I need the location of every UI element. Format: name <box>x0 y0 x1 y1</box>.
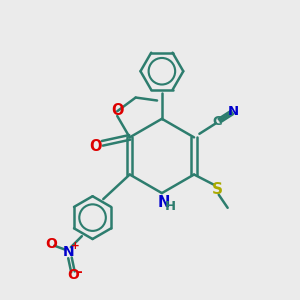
Text: O: O <box>45 237 57 251</box>
Text: N: N <box>157 195 170 210</box>
Text: O: O <box>90 139 102 154</box>
Text: +: + <box>70 241 80 251</box>
Text: C: C <box>212 116 222 128</box>
Text: -: - <box>76 265 82 279</box>
Text: O: O <box>67 268 79 282</box>
Text: H: H <box>165 200 176 213</box>
Text: O: O <box>111 103 124 118</box>
Text: N: N <box>228 105 239 118</box>
Text: S: S <box>212 182 223 197</box>
Text: N: N <box>63 245 74 260</box>
